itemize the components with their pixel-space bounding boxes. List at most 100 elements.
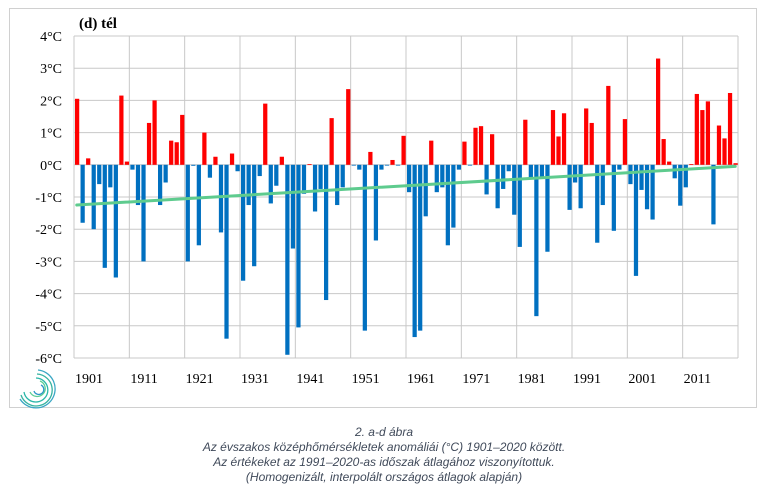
bar-1924	[202, 132, 207, 165]
bar-2007	[661, 139, 666, 165]
y-tick-label: -2°C	[35, 223, 62, 238]
bar-1993	[584, 108, 589, 165]
x-axis: 1901 1911 1921 1931 1941 1951 1961 1971 1981 1991…	[75, 372, 711, 387]
bar-1948	[335, 164, 340, 206]
bar-2017	[716, 125, 722, 165]
bar-1951	[351, 164, 356, 166]
bar-1911	[130, 164, 135, 170]
trend	[75, 164, 737, 207]
bar-1962	[412, 164, 417, 338]
bar-1944	[312, 164, 318, 212]
bars	[75, 58, 738, 355]
y-tick-label: -6°C	[35, 352, 62, 367]
bar-1982	[523, 119, 528, 165]
caption-figure-number: 2. a-d ábra	[354, 425, 414, 439]
x-tick-label: 1941	[296, 372, 324, 387]
bar-1939	[285, 164, 290, 355]
bar-1920	[180, 114, 185, 165]
bar-1967	[440, 164, 445, 188]
bar-2019	[727, 92, 733, 165]
bar-1979	[506, 164, 511, 172]
trend-line	[75, 164, 737, 207]
bar-1929	[229, 153, 235, 165]
bar-1919	[174, 142, 179, 165]
bar-1973	[473, 127, 478, 165]
y-tick-label: 4°C	[40, 30, 62, 45]
bar-2016	[711, 164, 716, 225]
bar-1955	[373, 164, 379, 241]
bar-1996	[600, 164, 605, 206]
bar-1902	[80, 164, 85, 223]
figure-caption: 2. a-d ábra Az évszakos középhőmérséklet…	[0, 425, 768, 485]
x-tick-label: 1981	[518, 372, 546, 387]
bar-1952	[357, 164, 362, 170]
y-tick-label: -1°C	[35, 191, 62, 206]
bar-1930	[235, 164, 240, 172]
x-tick-label: 1931	[241, 372, 269, 387]
bar-1970	[456, 164, 462, 170]
bar-1927	[218, 164, 224, 233]
bar-1972	[467, 164, 473, 166]
bar-1965	[429, 140, 434, 165]
bar-1969	[451, 164, 456, 228]
x-tick-label: 1911	[130, 372, 157, 387]
bar-1987	[550, 110, 556, 165]
bar-1943	[307, 164, 312, 165]
x-tick-label: 1901	[75, 372, 103, 387]
bar-1937	[274, 164, 279, 186]
y-tick-label: 1°C	[40, 127, 62, 142]
chart-frame: 4°C 3°C 2°C 1°C 0°C -1°C -2°C -3°C -4°C -5°C -6°C …	[9, 8, 757, 409]
bar-1978	[501, 164, 506, 189]
bar-1932	[246, 164, 251, 206]
bar-1988	[556, 136, 561, 165]
bar-1901	[75, 98, 80, 165]
bar-1950	[346, 89, 351, 165]
bar-1949	[340, 164, 345, 188]
bar-1953	[362, 164, 367, 331]
bar-1999	[617, 164, 622, 170]
bar-1990	[567, 164, 572, 210]
bar-1964	[423, 164, 428, 217]
bar-1961	[407, 164, 412, 193]
bar-1926	[213, 156, 218, 165]
bar-1916	[158, 164, 163, 206]
bar-1933	[252, 164, 257, 267]
bar-1904	[91, 164, 96, 230]
y-tick-label: 2°C	[40, 94, 62, 109]
bar-2014	[700, 110, 705, 165]
bar-1936	[268, 164, 273, 204]
bar-1986	[545, 164, 550, 252]
bar-1957	[384, 164, 390, 166]
chart: 4°C3°C2°C1°C0°C-1°C-2°C-3°C-4°C-5°C-6°C …	[19, 16, 739, 409]
bar-2020	[733, 163, 738, 165]
x-tick-label: 1951	[352, 372, 380, 387]
bar-1945	[318, 164, 323, 189]
bar-1922	[191, 164, 196, 166]
bar-2018	[722, 138, 727, 165]
caption-reference: Az értékeket az 1991–2020-as időszak átl…	[213, 455, 555, 469]
bar-1915	[152, 100, 157, 165]
bar-2010	[678, 164, 683, 206]
bar-1946	[324, 164, 329, 301]
x-tick-label: 1921	[186, 372, 214, 387]
swirl-logo-icon	[19, 369, 56, 409]
bar-2001	[628, 164, 633, 185]
bar-1925	[207, 164, 213, 178]
bar-1992	[578, 164, 583, 209]
bar-2002	[633, 164, 639, 276]
bar-1956	[379, 164, 384, 170]
x-tick-label: 1961	[407, 372, 435, 387]
bar-1941	[296, 164, 301, 328]
bar-1906	[102, 164, 107, 268]
bar-1966	[434, 164, 439, 193]
bar-1931	[241, 164, 246, 281]
bar-1954	[368, 151, 373, 165]
y-axis: 4°C 3°C 2°C 1°C 0°C -1°C -2°C -3°C -4°C -5°C -6°C	[35, 30, 62, 367]
bar-1974	[478, 126, 484, 165]
bar-2003	[639, 164, 644, 190]
caption-note: (Homogenizált, interpolált országos átla…	[245, 470, 523, 484]
bar-1905	[97, 164, 102, 185]
bar-1998	[611, 164, 616, 231]
x-tick-label: 2011	[684, 372, 711, 387]
y-tick-label: -3°C	[35, 255, 62, 270]
